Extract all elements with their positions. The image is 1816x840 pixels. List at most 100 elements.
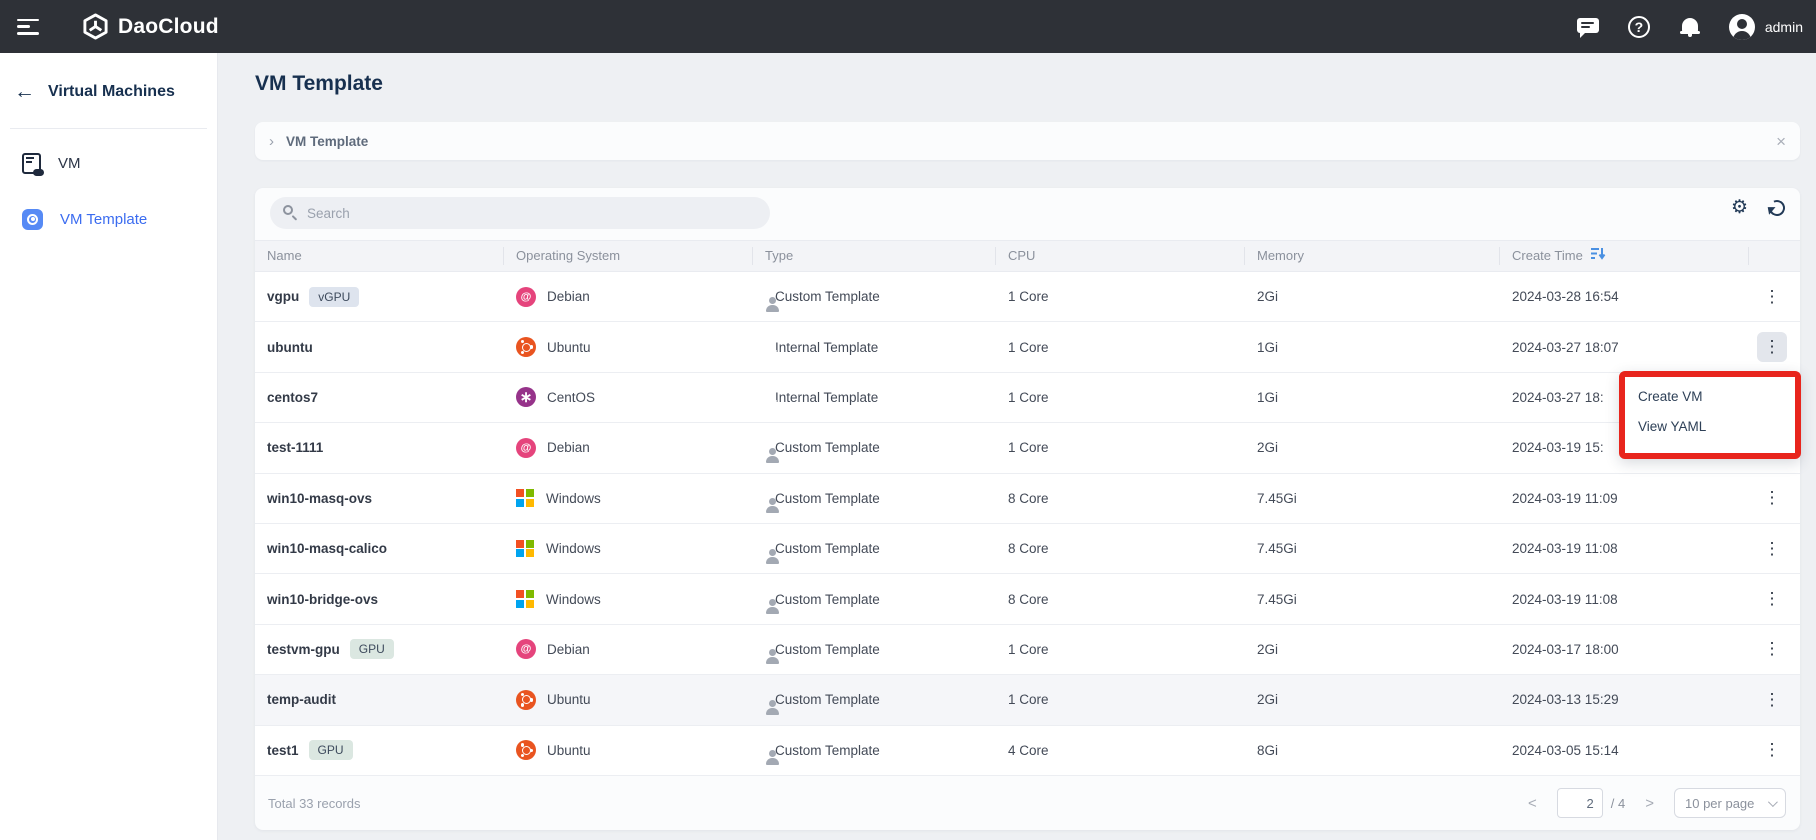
annotation-highlight-box: Create VM View YAML [1619, 371, 1801, 459]
vm-template-icon [22, 208, 43, 230]
sidebar-item-label: VM Template [60, 210, 148, 228]
cpu-value: 1 Core [1008, 692, 1049, 708]
memory-value: 1Gi [1257, 339, 1279, 355]
chevron-right-icon[interactable]: › [269, 132, 274, 150]
vm-template-name: test-1111 [267, 440, 324, 456]
prev-page-icon[interactable]: < [1528, 794, 1537, 812]
row-actions-menu-button[interactable]: ⋮ [1763, 589, 1781, 609]
sort-descending-icon[interactable] [1590, 247, 1606, 266]
search-input[interactable] [307, 205, 727, 221]
column-header-create-time: Create Time [1500, 247, 1749, 265]
create-time-value: 2024-03-17 18:00 [1512, 641, 1619, 657]
context-menu-item-view-yaml[interactable]: View YAML [1638, 419, 1707, 434]
windows-os-icon [516, 590, 534, 608]
daocloud-cube-icon [82, 13, 109, 40]
sidebar: ← Virtual Machines VM VM Template [0, 53, 218, 840]
os-label: Debian [547, 289, 590, 305]
template-type-label: Custom Template [775, 490, 880, 506]
row-actions-menu-button[interactable]: ⋮ [1763, 740, 1781, 760]
os-label: Windows [546, 591, 601, 607]
page-count: / 4 [1610, 795, 1626, 811]
row-actions-menu-button[interactable]: ⋮ [1763, 639, 1781, 659]
context-menu-item-create-vm[interactable]: Create VM [1638, 389, 1703, 404]
cpu-value: 8 Core [1008, 541, 1049, 557]
create-time-value: 2024-03-27 18:07 [1512, 339, 1619, 355]
total-records: Total 33 records [268, 795, 361, 811]
ubuntu-os-icon [516, 740, 536, 761]
create-time-value: 2024-03-19 11:09 [1512, 490, 1618, 506]
user-avatar[interactable] [1728, 13, 1755, 40]
close-icon[interactable]: × [1776, 131, 1786, 151]
table-footer: Total 33 records < / 4 > 10 per page [255, 776, 1800, 830]
os-label: CentOS [547, 389, 596, 405]
memory-value: 2Gi [1257, 289, 1279, 305]
chevron-down-icon [1767, 796, 1778, 807]
os-label: Ubuntu [547, 692, 591, 708]
breadcrumb-bar[interactable]: › VM Template × [255, 122, 1800, 160]
row-actions-menu-button[interactable]: ⋮ [1763, 689, 1781, 709]
menu-toggle-icon[interactable] [17, 18, 39, 35]
user-name[interactable]: admin [1764, 18, 1803, 35]
memory-value: 1Gi [1257, 389, 1279, 405]
template-type-label: Custom Template [775, 692, 880, 708]
messages-icon[interactable] [1576, 15, 1600, 39]
brand-logo[interactable]: DaoCloud [82, 13, 219, 40]
vm-template-name: ubuntu [267, 339, 313, 355]
search-icon [283, 205, 299, 221]
back-arrow-icon[interactable]: ← [14, 80, 35, 103]
template-type-label: Internal Template [775, 389, 879, 405]
row-actions-menu-button[interactable]: ⋮ [1763, 286, 1781, 306]
row-actions-menu-button[interactable]: ⋮ [1763, 538, 1781, 558]
sidebar-item-vm-template[interactable]: VM Template [0, 197, 217, 241]
sidebar-back[interactable]: ← Virtual Machines [14, 69, 217, 115]
page-number-input[interactable] [1556, 788, 1603, 818]
vm-template-name: win10-masq-ovs [267, 490, 373, 506]
cpu-value: 1 Core [1008, 339, 1049, 355]
row-actions-menu-button[interactable]: ⋮ [1757, 332, 1787, 363]
memory-value: 7.45Gi [1257, 490, 1297, 506]
create-time-value: 2024-03-05 15:14 [1512, 742, 1619, 758]
create-time-value: 2024-03-19 15: [1512, 440, 1604, 456]
context-menu: Create VM View YAML [1625, 382, 1795, 442]
vm-template-name: testvm-gpu [267, 641, 340, 657]
table-row: win10-masq-ovs Windows Custom Template 8 Co… [255, 473, 1800, 524]
ubuntu-os-icon [516, 337, 536, 358]
template-type-label: Custom Template [775, 742, 880, 758]
table-row: win10-bridge-ovs Windows Custom Template 8 … [255, 574, 1800, 625]
template-type-label: Custom Template [775, 289, 880, 305]
column-header-operating-system: Operating System [504, 247, 753, 265]
template-type-label: Custom Template [775, 591, 880, 607]
cpu-value: 8 Core [1008, 490, 1049, 506]
centos-os-icon: ∗ [516, 387, 536, 408]
next-page-icon[interactable]: > [1645, 794, 1654, 812]
debian-os-icon: @ [516, 286, 536, 307]
memory-value: 2Gi [1257, 692, 1279, 708]
notifications-bell-icon[interactable] [1678, 15, 1702, 39]
create-time-value: 2024-03-19 11:08 [1512, 541, 1618, 557]
page-size-select[interactable]: 10 per page [1674, 788, 1786, 818]
row-actions-menu-button[interactable]: ⋮ [1763, 488, 1781, 508]
sidebar-item-vm[interactable]: VM [0, 141, 217, 185]
help-icon[interactable]: ? [1627, 15, 1651, 39]
refresh-icon[interactable] [1764, 197, 1788, 218]
os-label: Windows [546, 490, 601, 506]
column-header-label: CPU [1008, 248, 1036, 263]
memory-value: 2Gi [1257, 440, 1279, 456]
create-time-value: 2024-03-13 15:29 [1512, 692, 1619, 708]
template-type-label: Custom Template [775, 541, 880, 557]
table-row: temp-audit Ubuntu Custom Template 1 Core 2Gi… [255, 675, 1800, 726]
vm-template-name: win10-masq-calico [267, 541, 388, 557]
column-header-label: Memory [1257, 248, 1304, 263]
settings-gear-icon[interactable]: ⚙ [1730, 197, 1748, 218]
create-time-value: 2024-03-19 11:08 [1512, 591, 1618, 607]
os-label: Ubuntu [547, 339, 591, 355]
memory-value: 2Gi [1257, 641, 1279, 657]
ubuntu-os-icon [516, 689, 536, 710]
vm-template-name: test1 [267, 742, 299, 758]
table-row: test-1111 @ Debian Custom Template 1 Core 2Gi… [255, 423, 1800, 474]
page-title: VM Template [255, 72, 383, 95]
cpu-value: 4 Core [1008, 742, 1049, 758]
search-box[interactable] [270, 197, 770, 229]
vm-template-name: win10-bridge-ovs [267, 591, 379, 607]
os-label: Ubuntu [547, 742, 591, 758]
